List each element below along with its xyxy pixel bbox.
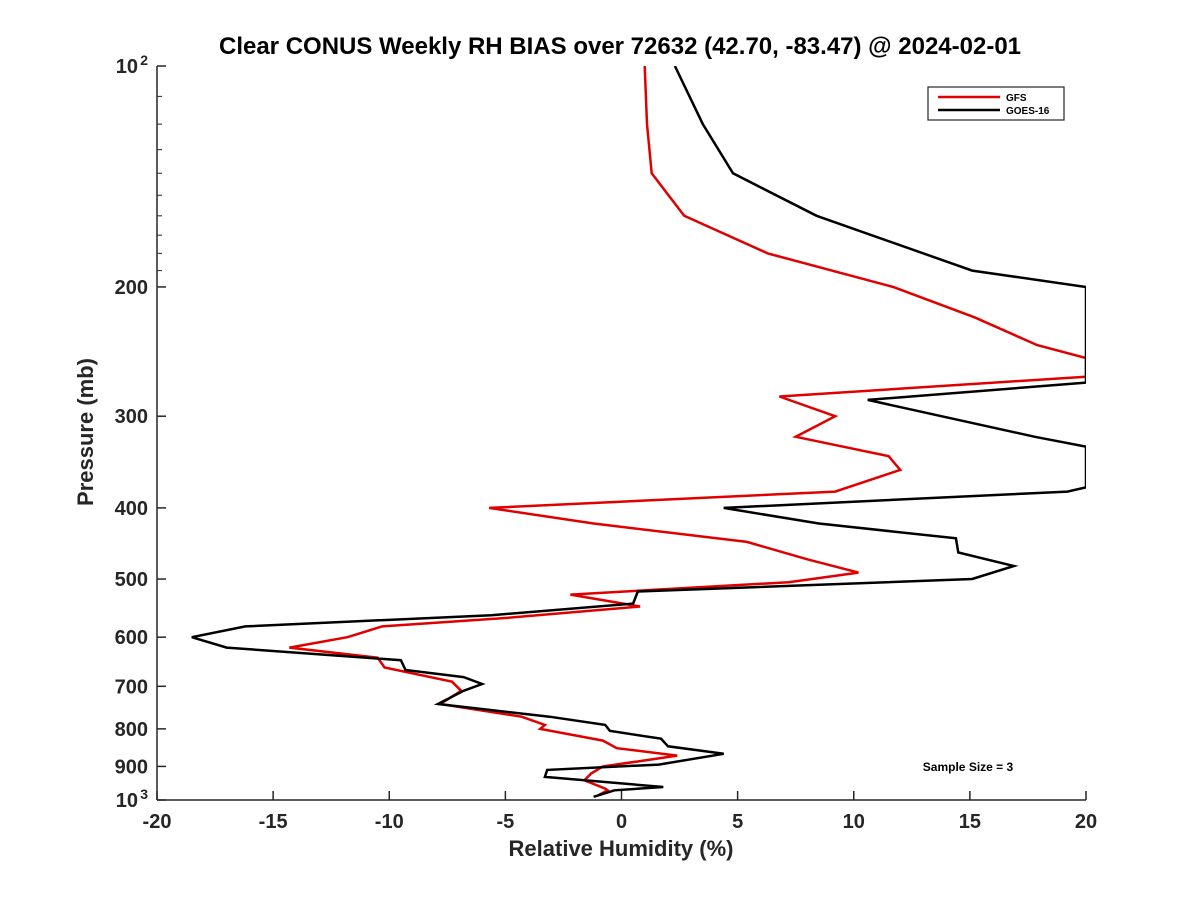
x-tick-label: 5: [732, 811, 743, 833]
y-tick-label: 10: [116, 56, 138, 78]
legend: GFS GOES-16: [927, 86, 1065, 121]
legend-label-goes16: GOES-16: [1006, 106, 1050, 117]
y-tick-label: 800: [115, 719, 148, 741]
y-tick-exponent: 3: [140, 786, 148, 802]
chart-title: Clear CONUS Weekly RH BIAS over 72632 (4…: [219, 33, 1021, 60]
y-tick-label: 700: [115, 676, 148, 698]
y-tick-label: 10: [116, 790, 138, 812]
y-tick-label: 400: [115, 498, 148, 520]
sample-size-annotation: Sample Size = 3: [923, 760, 1014, 774]
y-tick-exponent: 2: [140, 52, 148, 68]
x-tick-label: -15: [259, 811, 288, 833]
x-tick-label: 15: [959, 811, 981, 833]
x-tick-label: -20: [143, 811, 172, 833]
series-layer: [191, 66, 1086, 798]
x-tick-label: -5: [496, 811, 514, 833]
series-line-gfs: [289, 66, 1086, 797]
y-tick-label: 300: [115, 406, 148, 428]
y-tick-label: 500: [115, 569, 148, 591]
x-tick-label: -10: [375, 811, 404, 833]
series-line-goes16: [191, 66, 1086, 798]
y-tick-label: 900: [115, 756, 148, 778]
x-tick-label: 20: [1075, 811, 1097, 833]
legend-label-gfs: GFS: [1006, 93, 1027, 104]
x-tick-label: 0: [616, 811, 627, 833]
x-axis-label: Relative Humidity (%): [509, 836, 734, 861]
legend-box: [927, 86, 1065, 121]
y-axis-label: Pressure (mb): [73, 358, 98, 506]
x-tick-label: 10: [843, 811, 865, 833]
y-tick-label: 200: [115, 277, 148, 299]
y-tick-label: 600: [115, 627, 148, 649]
